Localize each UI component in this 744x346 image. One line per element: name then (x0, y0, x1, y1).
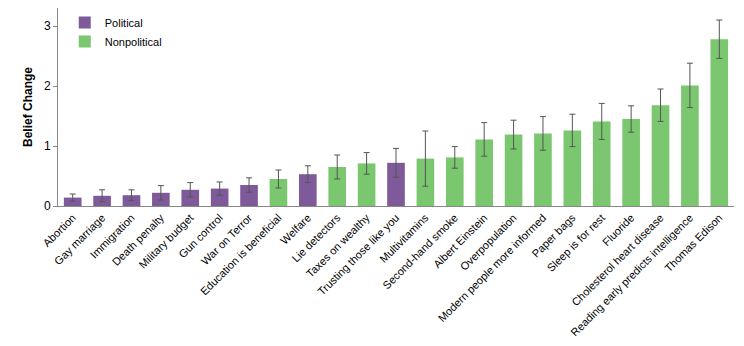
svg-text:Overpopulation: Overpopulation (458, 212, 519, 273)
svg-text:Second-hand smoke: Second-hand smoke (380, 212, 460, 292)
svg-text:Trusting those like you: Trusting those like you (315, 212, 401, 298)
svg-text:Belief Change: Belief Change (21, 67, 35, 147)
svg-text:2: 2 (44, 79, 51, 93)
svg-text:Education is beneficial: Education is beneficial (198, 212, 284, 298)
svg-text:Lie detectors: Lie detectors (290, 211, 343, 264)
svg-text:Sleep is for rest: Sleep is for rest (545, 212, 608, 275)
svg-text:Cholesterol heart disease: Cholesterol heart disease (569, 212, 666, 309)
svg-text:Reading early predicts intelli: Reading early predicts intelligence (568, 212, 695, 339)
svg-text:Military budget: Military budget (136, 212, 195, 271)
svg-text:Multivitamins: Multivitamins (377, 211, 431, 265)
svg-text:Taxes on wealthy: Taxes on wealthy (304, 211, 373, 280)
svg-text:Modern people more informed: Modern people more informed (436, 212, 549, 325)
svg-text:Gay marriage: Gay marriage (52, 212, 108, 268)
svg-text:Gun control: Gun control (176, 212, 225, 261)
svg-text:Nonpolitical: Nonpolitical (105, 36, 162, 48)
svg-text:Thomas Edison: Thomas Edison (662, 212, 725, 275)
svg-text:Albert Einstein: Albert Einstein (431, 212, 490, 271)
svg-text:Immigration: Immigration (88, 212, 137, 261)
svg-text:1: 1 (44, 139, 51, 153)
svg-text:3: 3 (44, 19, 51, 33)
svg-text:Political: Political (105, 17, 143, 29)
svg-text:War on Terror: War on Terror (199, 211, 255, 267)
svg-text:Paper bags: Paper bags (529, 211, 578, 260)
svg-text:Death penalty: Death penalty (110, 211, 167, 268)
svg-text:Fluoride: Fluoride (600, 212, 637, 249)
svg-text:Abortion: Abortion (41, 212, 78, 249)
svg-text:0: 0 (44, 199, 51, 213)
svg-text:Welfare: Welfare (278, 212, 313, 247)
